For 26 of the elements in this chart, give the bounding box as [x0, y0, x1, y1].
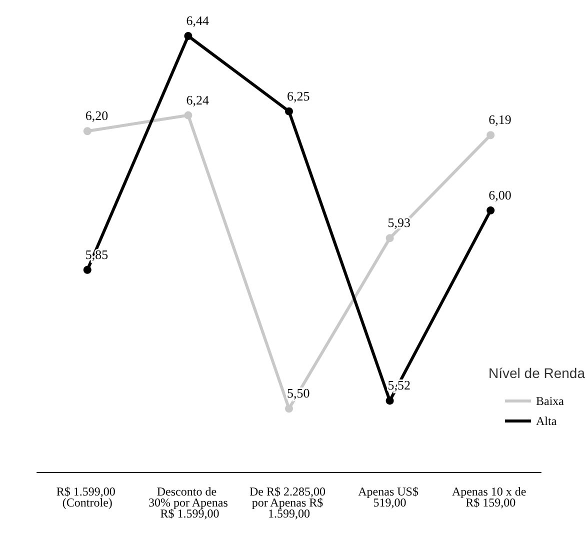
point	[285, 404, 293, 413]
legend-title: Nível de Renda	[488, 365, 586, 381]
data-label: 6,24	[186, 92, 210, 108]
x-tick-label: De R$ 2.285,00 por Apenas R$ 1.599,00	[250, 484, 328, 520]
legend-label: Baixa	[536, 394, 565, 408]
data-label: 6,19	[488, 112, 512, 128]
data-label: 6,00	[488, 187, 512, 202]
data-label: 5,50	[287, 386, 310, 401]
x-tick-label: Apenas US$ 519,00	[358, 484, 422, 510]
point	[83, 127, 92, 136]
point	[83, 266, 92, 274]
x-tick-label: R$ 1.599,00 (Controle)	[56, 484, 118, 510]
point	[184, 111, 192, 120]
point	[386, 234, 394, 242]
data-label: 6,25	[287, 88, 310, 104]
data-label: 5,93	[388, 215, 411, 230]
x-tick-label: Desconto de 30% por Apenas R$ 1.599,00	[148, 484, 228, 520]
x-tick-label: Apenas 10 x de R$ 159,00	[452, 484, 530, 510]
legend-label: Alta	[536, 414, 558, 428]
point	[386, 396, 394, 405]
point	[285, 107, 293, 116]
point	[486, 206, 495, 214]
data-label: 6,44	[186, 13, 210, 28]
data-label: 6,20	[85, 108, 108, 124]
point	[486, 131, 495, 140]
point	[184, 32, 192, 40]
